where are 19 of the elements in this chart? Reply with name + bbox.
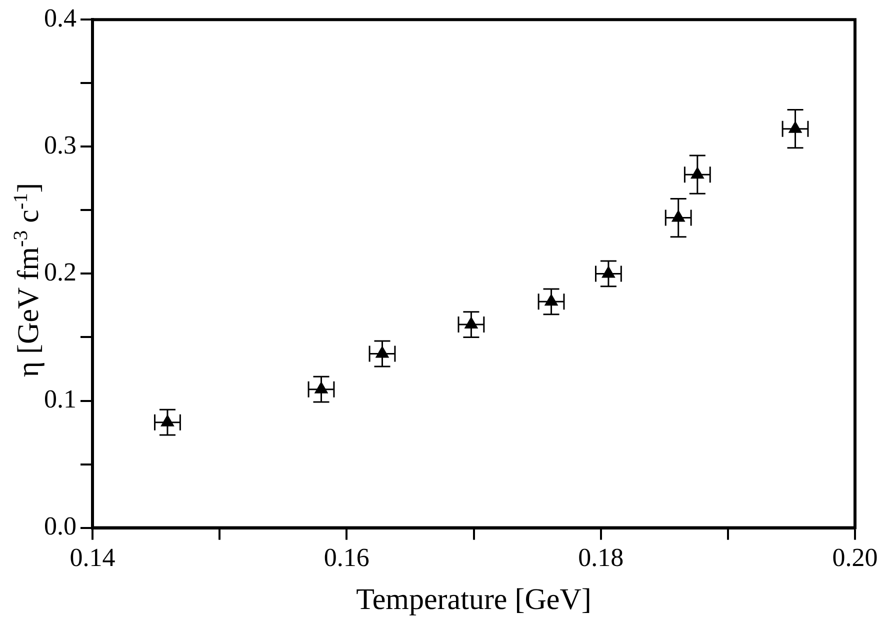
point bbox=[160, 414, 174, 426]
point bbox=[314, 381, 328, 394]
point bbox=[671, 210, 686, 222]
y-tick-label: 0.1 bbox=[44, 384, 76, 414]
x-tick-label: 0.14 bbox=[70, 543, 116, 572]
y-tick-label: 0.3 bbox=[44, 130, 76, 160]
x-tick-label: 0.20 bbox=[832, 543, 878, 572]
point bbox=[464, 316, 478, 329]
point bbox=[544, 294, 558, 306]
point bbox=[788, 120, 802, 133]
y-tick-label: 0.2 bbox=[44, 258, 76, 287]
y-tick-label: 0.4 bbox=[44, 3, 76, 32]
x-tick-label: 0.16 bbox=[324, 543, 370, 572]
x-tick-label: 0.18 bbox=[578, 543, 624, 572]
point bbox=[602, 266, 616, 278]
point bbox=[690, 166, 704, 179]
point bbox=[375, 346, 390, 358]
y-tick-label: 0.0 bbox=[44, 512, 76, 541]
x-axis-title: Temperature [GeV] bbox=[356, 582, 592, 616]
